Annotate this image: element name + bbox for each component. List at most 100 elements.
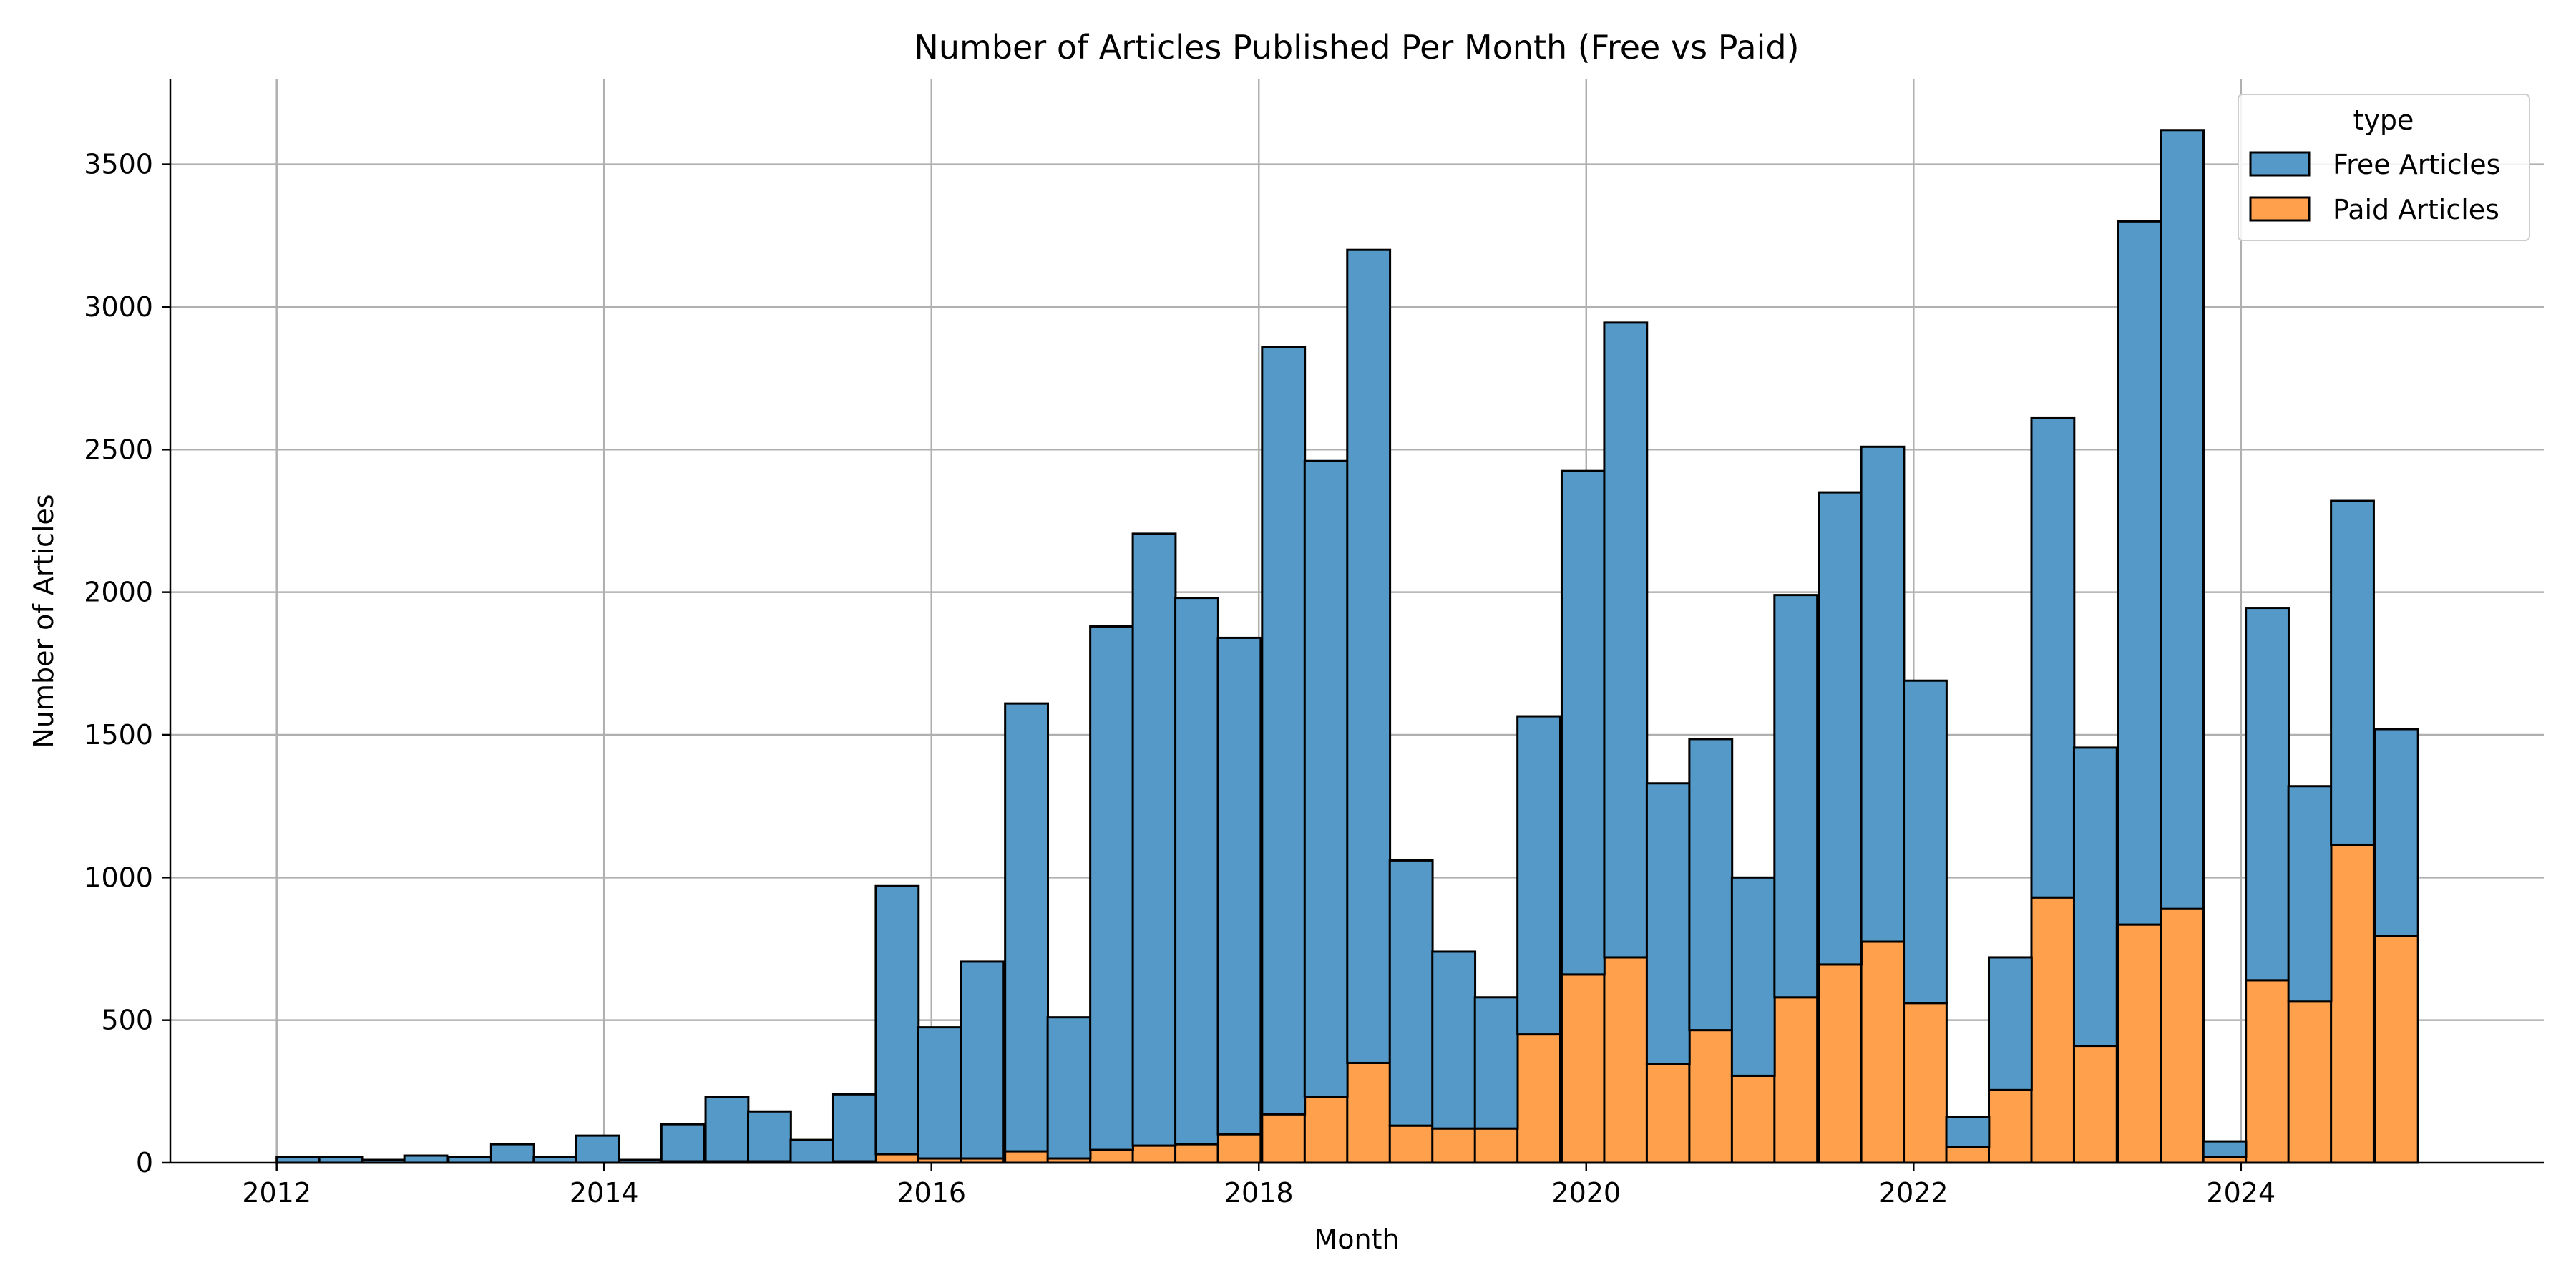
y-tick-label: 1000 (84, 862, 153, 893)
x-tick-label: 2016 (897, 1177, 966, 1209)
paid-bar (1261, 1113, 1307, 1164)
free-bar (1216, 636, 1262, 1136)
paid-bar (2030, 896, 2076, 1164)
free-bar (1004, 702, 1049, 1153)
free-bar (917, 1026, 962, 1160)
free-bar (1945, 1116, 1991, 1148)
x-ticks: 2012 2014 2016 2018 2020 2022 2024 (242, 1163, 2275, 1209)
free-bar (1388, 859, 1434, 1127)
paid-bar (1903, 1002, 1948, 1164)
axes (169, 79, 2544, 1164)
free-bar (1303, 459, 1349, 1098)
paid-bar (1945, 1146, 1991, 1164)
free-bar (1730, 876, 1776, 1077)
free-bar (1046, 1016, 1092, 1160)
paid-bar (2373, 935, 2419, 1164)
free-bar (2072, 746, 2118, 1048)
legend-box (2238, 94, 2530, 241)
legend: type Free Articles Paid Articles (2238, 94, 2530, 241)
paid-series (660, 843, 2419, 1164)
paid-bar (2117, 923, 2162, 1164)
paid-bar (1174, 1143, 1219, 1164)
paid-bar (1303, 1096, 1349, 1164)
paid-bar (1730, 1074, 1776, 1164)
free-bar (831, 1093, 877, 1163)
free-bar (1431, 950, 1477, 1130)
legend-label-free: Free Articles (2333, 149, 2500, 180)
free-bar (2245, 607, 2290, 982)
paid-bar (1818, 963, 1863, 1164)
y-tick-label: 0 (136, 1147, 153, 1179)
free-bar (789, 1138, 835, 1164)
chart-title: Number of Articles Published Per Month (… (914, 28, 1799, 67)
free-bar (1688, 738, 1734, 1032)
paid-bar (1560, 973, 1606, 1164)
free-bar (1261, 346, 1307, 1116)
free-bar (489, 1143, 535, 1164)
y-tick-label: 500 (101, 1005, 153, 1036)
free-bar (747, 1110, 792, 1163)
y-tick-label: 3500 (84, 149, 153, 180)
paid-bar (1688, 1029, 1734, 1164)
paid-bar (2160, 907, 2205, 1164)
paid-bar (1089, 1148, 1134, 1164)
free-bar (1773, 594, 1819, 999)
paid-bar (2245, 979, 2290, 1164)
paid-bar (1131, 1144, 1177, 1164)
free-bar (704, 1096, 750, 1163)
paid-bar (1988, 1088, 2033, 1164)
free-bar (1516, 715, 1562, 1036)
free-bar (1860, 445, 1906, 943)
paid-bar (1346, 1061, 1392, 1164)
free-bar (874, 884, 920, 1156)
x-tick-label: 2022 (1879, 1177, 1948, 1209)
free-bar (1089, 625, 1134, 1151)
legend-label-paid: Paid Articles (2333, 194, 2499, 225)
free-bar (2202, 1140, 2248, 1158)
free-bar (1174, 597, 1219, 1146)
x-tick-label: 2024 (2206, 1177, 2275, 1209)
y-tick-label: 1500 (84, 719, 153, 751)
x-axis-label: Month (1314, 1224, 1399, 1255)
paid-bar (2330, 843, 2375, 1164)
x-tick-label: 2020 (1551, 1177, 1621, 1209)
paid-bar (2287, 1000, 2333, 1164)
free-bar (660, 1123, 706, 1163)
paid-bar (1388, 1124, 1434, 1164)
paid-bar (1603, 956, 1649, 1164)
free-bar (1903, 679, 1948, 1005)
y-ticks: 0 500 1000 1500 2000 2500 3000 3500 (84, 149, 170, 1179)
free-bar (2287, 785, 2333, 1003)
y-tick-label: 3000 (84, 291, 153, 323)
free-bar (2373, 728, 2419, 937)
free-bar (1131, 532, 1177, 1147)
y-tick-label: 2500 (84, 434, 153, 465)
legend-swatch-paid (2249, 196, 2311, 222)
free-bar (2330, 499, 2375, 846)
free-bar (1473, 996, 1519, 1130)
free-bar (2117, 220, 2162, 926)
y-tick-label: 2000 (84, 577, 153, 608)
paid-bar (1216, 1133, 1262, 1164)
paid-bar (1004, 1150, 1049, 1164)
y-axis-label: Number of Articles (28, 494, 59, 748)
free-bar (403, 1154, 449, 1164)
paid-bar (1773, 996, 1819, 1164)
free-bar (1346, 248, 1392, 1064)
free-bar (1645, 782, 1691, 1065)
paid-bar (1645, 1063, 1691, 1164)
free-bar (1818, 491, 1863, 966)
legend-title: type (2353, 104, 2414, 136)
free-series (275, 129, 2419, 1164)
paid-bar (2072, 1045, 2118, 1164)
x-tick-label: 2014 (570, 1177, 639, 1209)
free-bar (2160, 129, 2205, 910)
x-tick-label: 2012 (242, 1177, 311, 1209)
free-bar (1560, 469, 1606, 976)
free-bar (960, 960, 1005, 1160)
free-bar (1988, 956, 2033, 1091)
legend-swatch-free (2249, 151, 2311, 177)
paid-bar (1431, 1127, 1477, 1164)
free-bar (575, 1134, 620, 1164)
